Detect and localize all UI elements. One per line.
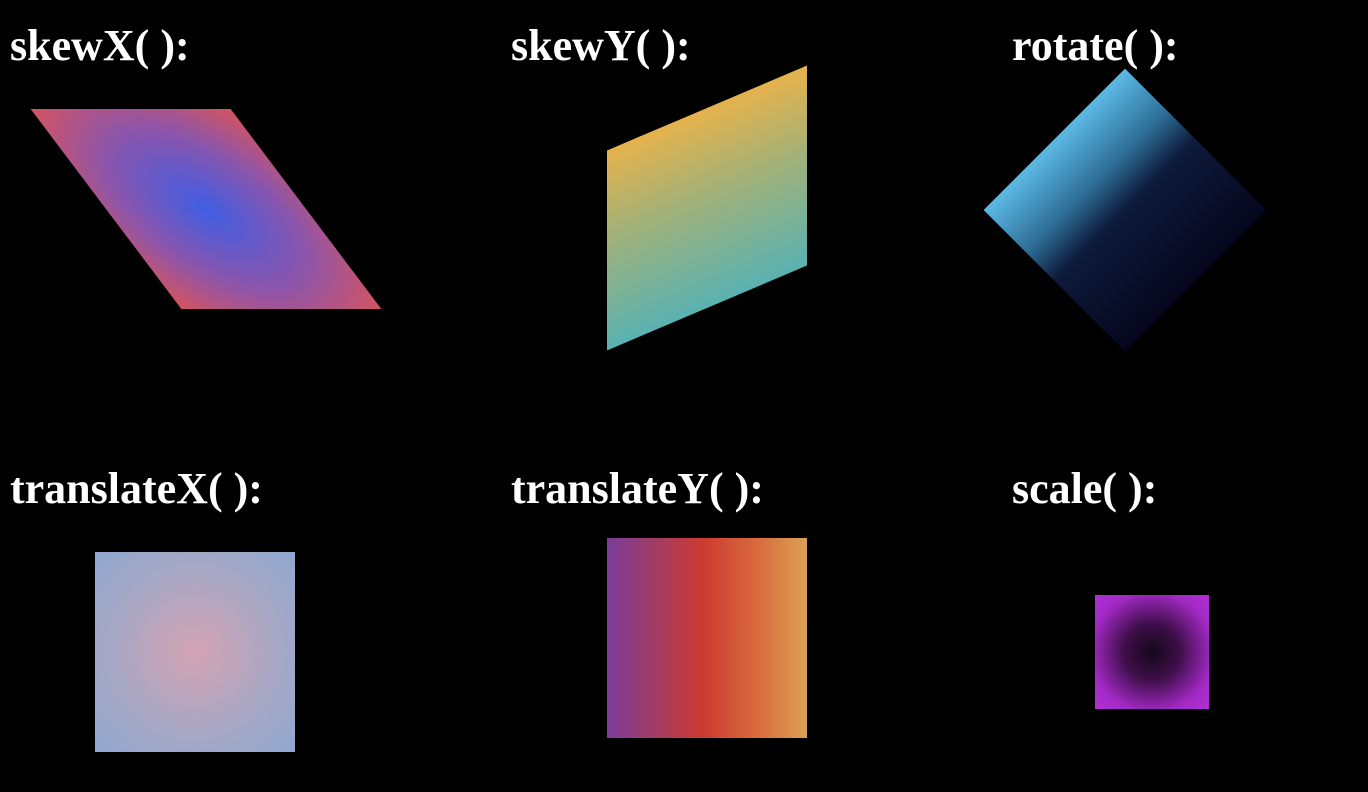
skewy-label: skewY( ): xyxy=(511,21,691,70)
skewy-parallelogram xyxy=(607,65,807,351)
translatex-label: translateX( ): xyxy=(10,464,263,513)
scale-label: scale( ): xyxy=(1012,464,1158,513)
skewx-parallelogram xyxy=(30,109,382,309)
translatey-label: translateY( ): xyxy=(511,464,764,513)
rotated-square xyxy=(983,68,1267,352)
rotate-label: rotate( ): xyxy=(1012,21,1179,70)
translatey-square xyxy=(607,538,807,738)
scaled-square xyxy=(1095,595,1209,709)
skewx-label: skewX( ): xyxy=(10,21,190,70)
translatex-square xyxy=(95,552,295,752)
